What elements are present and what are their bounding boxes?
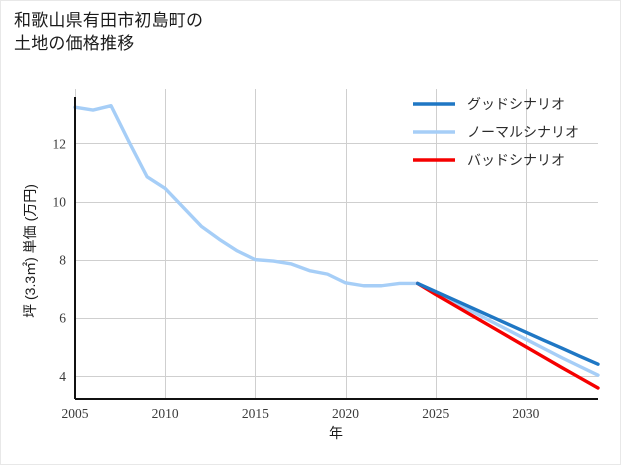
series-line-バッドシナリオ bbox=[415, 281, 600, 390]
gridlines-group bbox=[75, 89, 598, 399]
legend-label-good: グッドシナリオ bbox=[467, 97, 565, 113]
x-tick-label: 2025 bbox=[422, 406, 449, 421]
x-tick-label: 2005 bbox=[62, 406, 89, 421]
page-title: 和歌山県有田市初島町の 土地の価格推移 bbox=[14, 11, 204, 54]
y-tick-label: 10 bbox=[53, 195, 67, 210]
series-line-グッドシナリオ bbox=[415, 281, 600, 366]
x-tick-label: 2015 bbox=[242, 406, 269, 421]
x-axis-title: 年 bbox=[329, 425, 343, 441]
legend-label-bad: バッドシナリオ bbox=[467, 154, 565, 169]
y-tick-labels: 4 6 8 10 12 bbox=[53, 136, 67, 383]
x-tick-label: 2030 bbox=[512, 406, 539, 421]
x-tick-label: 2010 bbox=[152, 406, 179, 421]
y-tick-label: 4 bbox=[59, 369, 66, 384]
x-tick-label: 2020 bbox=[332, 406, 359, 421]
y-axis-title: 坪 (3.3㎡) 単価 (万円) bbox=[22, 184, 38, 318]
y-tick-label: 8 bbox=[59, 253, 66, 268]
series-line-ノーマルシナリオ bbox=[73, 104, 600, 377]
axis-group bbox=[73, 97, 598, 401]
legend-label-normal: ノーマルシナリオ bbox=[467, 126, 579, 141]
x-tick-labels: 2005 2010 2015 2020 2025 2030 bbox=[62, 406, 540, 421]
y-tick-label: 12 bbox=[53, 136, 67, 151]
series-group bbox=[73, 104, 600, 390]
y-tick-label: 6 bbox=[59, 311, 66, 326]
